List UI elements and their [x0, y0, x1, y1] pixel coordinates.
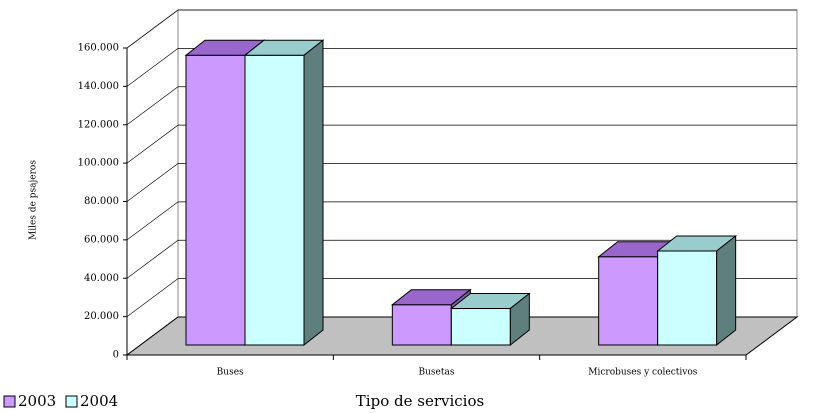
grid-line: [126, 9, 179, 49]
y-tick-label: 100.000: [78, 158, 119, 169]
bar-side: [716, 234, 737, 347]
legend-label: 2003: [18, 392, 56, 410]
grid-line: [126, 48, 179, 87]
bar: [450, 308, 511, 346]
grid-line: [126, 278, 179, 317]
y-tick-label: 40.000: [84, 273, 119, 284]
x-tick-label: Busetas: [419, 368, 455, 378]
grid-line: [126, 163, 179, 202]
bar: [391, 304, 452, 346]
bar-side: [509, 292, 530, 347]
bar: [185, 54, 246, 346]
bar: [244, 54, 305, 346]
y-tick-label: 120.000: [78, 119, 119, 130]
bar: [598, 256, 659, 346]
x-tick-label: Microbuses y colectivos: [588, 368, 697, 378]
legend-label: 2004: [80, 392, 118, 410]
x-axis-title: Tipo de servicios: [356, 392, 484, 410]
grid-line: [126, 239, 179, 279]
x-tick-label: Buses: [217, 368, 244, 378]
grid-line: [126, 316, 179, 356]
bar: [657, 250, 718, 346]
y-tick-label: 140.000: [78, 81, 119, 92]
y-axis-title: Miles de psajeros: [29, 160, 39, 240]
legend-swatch: [65, 395, 78, 408]
legend-swatch: [3, 395, 16, 408]
y-tick-label: 60.000: [84, 234, 119, 245]
grid-line: [126, 201, 179, 241]
bar-side: [303, 39, 324, 347]
grid-line: [126, 124, 179, 164]
y-tick-label: 0: [113, 350, 119, 361]
y-tick-label: 80.000: [84, 196, 119, 207]
grid-line: [126, 86, 179, 126]
y-tick-label: 160.000: [78, 43, 119, 54]
y-tick-label: 20.000: [84, 311, 119, 322]
